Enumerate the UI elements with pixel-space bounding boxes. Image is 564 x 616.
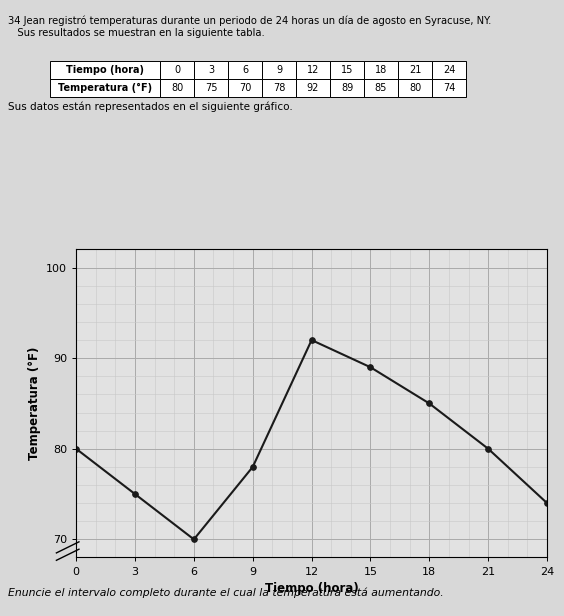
Bar bbox=[228, 79, 262, 97]
Text: 9: 9 bbox=[276, 65, 282, 75]
X-axis label: Tiempo (hora): Tiempo (hora) bbox=[265, 582, 359, 595]
Bar bbox=[194, 61, 228, 79]
Bar bbox=[432, 79, 466, 97]
Text: 74: 74 bbox=[443, 83, 455, 93]
Bar bbox=[364, 61, 398, 79]
Text: 0: 0 bbox=[174, 65, 180, 75]
Y-axis label: Temperatura (°F): Temperatura (°F) bbox=[28, 347, 41, 460]
Text: 80: 80 bbox=[409, 83, 421, 93]
Bar bbox=[262, 61, 296, 79]
Text: 12: 12 bbox=[307, 65, 319, 75]
Text: 18: 18 bbox=[375, 65, 387, 75]
Text: Sus resultados se muestran en la siguiente tabla.: Sus resultados se muestran en la siguien… bbox=[8, 28, 265, 38]
Bar bbox=[398, 61, 432, 79]
Text: 80: 80 bbox=[171, 83, 183, 93]
Text: 24: 24 bbox=[443, 65, 455, 75]
Text: Sus datos están representados en el siguiente gráfico.: Sus datos están representados en el sigu… bbox=[8, 101, 293, 111]
Bar bbox=[262, 79, 296, 97]
Text: 15: 15 bbox=[341, 65, 353, 75]
Text: 3: 3 bbox=[208, 65, 214, 75]
Bar bbox=[160, 61, 194, 79]
Text: 92: 92 bbox=[307, 83, 319, 93]
Bar bbox=[398, 79, 432, 97]
Text: 6: 6 bbox=[242, 65, 248, 75]
Bar bbox=[194, 79, 228, 97]
Text: 89: 89 bbox=[341, 83, 353, 93]
Bar bbox=[160, 79, 194, 97]
Text: Enuncie el intervalo completo durante el cual la temperatura está aumentando.: Enuncie el intervalo completo durante el… bbox=[8, 588, 444, 598]
Text: 85: 85 bbox=[375, 83, 387, 93]
Bar bbox=[228, 61, 262, 79]
Bar bbox=[330, 79, 364, 97]
Text: 78: 78 bbox=[273, 83, 285, 93]
Text: 70: 70 bbox=[239, 83, 251, 93]
Text: 75: 75 bbox=[205, 83, 217, 93]
Text: Tiempo (hora): Tiempo (hora) bbox=[66, 65, 144, 75]
Text: 34 Jean registró temperaturas durante un periodo de 24 horas un día de agosto en: 34 Jean registró temperaturas durante un… bbox=[8, 16, 491, 26]
Bar bbox=[50, 79, 160, 97]
Text: Temperatura (°F): Temperatura (°F) bbox=[58, 83, 152, 93]
Text: 21: 21 bbox=[409, 65, 421, 75]
Bar bbox=[296, 61, 330, 79]
Bar bbox=[330, 61, 364, 79]
Bar bbox=[364, 79, 398, 97]
Bar bbox=[432, 61, 466, 79]
Bar bbox=[50, 61, 160, 79]
Bar bbox=[296, 79, 330, 97]
